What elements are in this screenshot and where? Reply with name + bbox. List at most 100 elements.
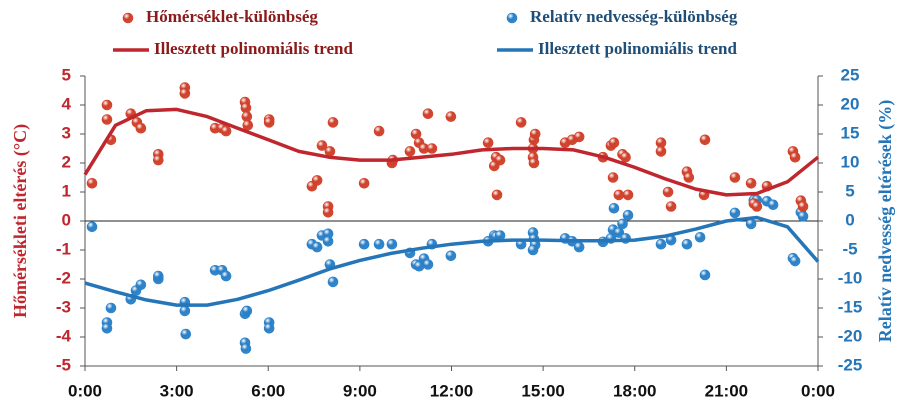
- scatter-point: [767, 199, 779, 211]
- y-tick-label: 1: [62, 181, 71, 200]
- scatter-point: [699, 269, 711, 281]
- scatter-point: [242, 120, 254, 131]
- scatter-point: [386, 238, 398, 250]
- y2-tick-label: -5: [842, 239, 857, 258]
- scatter-point: [482, 137, 494, 148]
- trend-line: [83, 107, 820, 197]
- y2-tick-label: -15: [838, 297, 863, 316]
- scatter-point: [422, 259, 434, 270]
- scatter-point: [751, 201, 763, 212]
- scatter-point: [358, 238, 370, 250]
- scatter-point: [608, 202, 620, 214]
- scatter-point: [797, 211, 809, 222]
- scatter-point: [404, 146, 416, 157]
- y2-tick-label: 15: [841, 123, 860, 142]
- scatter-point: [620, 151, 631, 163]
- y2-tick-label: 10: [841, 152, 860, 171]
- y-tick-label: 3: [62, 123, 71, 142]
- scatter-point: [789, 255, 801, 267]
- scatter-point: [373, 125, 385, 137]
- scatter-point: [179, 305, 191, 317]
- scatter-point: [608, 137, 620, 148]
- scatter-point: [135, 279, 147, 291]
- scatter-point: [655, 146, 667, 157]
- x-tick-label: 21:00: [705, 381, 748, 400]
- scatter-point: [729, 207, 741, 219]
- y-tick-label: 5: [62, 65, 71, 84]
- y-tick-label: -1: [56, 239, 71, 258]
- x-tick-label: 3:00: [160, 381, 194, 400]
- scatter-point: [745, 178, 757, 189]
- scatter-point: [494, 154, 506, 166]
- scatter-point: [101, 114, 113, 125]
- scatter-point: [681, 238, 693, 250]
- scatter-point: [327, 117, 339, 128]
- scatter-point: [101, 322, 113, 334]
- scatter-point: [745, 218, 757, 230]
- scatter-point: [422, 108, 434, 119]
- scatter-point: [573, 131, 585, 143]
- x-tick-label: 0:00: [68, 381, 102, 400]
- scatter-point: [662, 186, 674, 198]
- scatter-point: [699, 134, 711, 146]
- scatter-point: [135, 122, 147, 134]
- scatter-point: [327, 276, 339, 288]
- y-tick-label: 4: [62, 94, 72, 113]
- scatter-point: [683, 172, 695, 183]
- y2-tick-label: -20: [838, 326, 863, 345]
- scatter-point: [515, 117, 527, 128]
- scatter-point: [153, 270, 164, 282]
- scatter-point: [789, 151, 801, 163]
- scatter-point: [573, 241, 585, 253]
- scatter-point: [263, 322, 275, 334]
- scatter-point: [240, 343, 252, 354]
- y2-tick-label: 5: [845, 181, 854, 200]
- x-tick-label: 18:00: [613, 381, 656, 400]
- scatter-point: [607, 172, 619, 183]
- scatter-point: [322, 207, 334, 218]
- scatter-point: [622, 189, 634, 201]
- scatter-point: [529, 128, 541, 140]
- x-tick-label: 9:00: [343, 381, 377, 400]
- y2-tick-label: 0: [845, 210, 854, 229]
- trend-line: [84, 215, 820, 307]
- scatter-point: [694, 231, 706, 243]
- y2-tick-label: -10: [838, 268, 863, 287]
- legend-label: Relatív nedvesség-különbség: [530, 7, 738, 26]
- scatter-point: [316, 140, 328, 151]
- scatter-point: [322, 236, 334, 247]
- scatter-point: [86, 221, 98, 233]
- x-tick-label: 12:00: [430, 381, 473, 400]
- scatter-point: [179, 88, 191, 99]
- scatter-point: [153, 154, 164, 166]
- legend-label: Hőmérséklet-különbség: [146, 7, 318, 26]
- y-tick-label: -3: [56, 297, 71, 316]
- scatter-point: [311, 241, 323, 253]
- y-tick-label: -2: [56, 268, 71, 287]
- legend-marker: [506, 12, 518, 24]
- y2-tick-label: 20: [841, 94, 860, 113]
- x-tick-label: 6:00: [251, 381, 285, 400]
- scatter-point: [358, 178, 370, 189]
- scatter-point: [665, 201, 677, 212]
- x-tick-label: 15:00: [521, 381, 564, 400]
- y-tick-label: 2: [62, 152, 71, 171]
- scatter-point: [491, 189, 503, 201]
- scatter-point: [527, 244, 539, 256]
- scatter-point: [86, 178, 98, 189]
- y-tick-label: 0: [62, 210, 71, 229]
- scatter-point: [445, 250, 457, 262]
- scatter-point: [180, 328, 192, 340]
- scatter-point: [797, 201, 809, 212]
- scatter-point: [220, 270, 232, 282]
- y-axis-title: Hőmérsékleti eltérés (°C): [10, 124, 31, 318]
- scatter-point: [613, 189, 625, 201]
- scatter-point: [617, 218, 628, 230]
- scatter-point: [220, 125, 232, 137]
- legend-label: Illesztett polinomiális trend: [538, 39, 737, 58]
- scatter-point: [622, 209, 634, 221]
- scatter-point: [373, 238, 385, 250]
- y2-tick-label: -25: [838, 355, 863, 374]
- scatter-point: [528, 157, 540, 169]
